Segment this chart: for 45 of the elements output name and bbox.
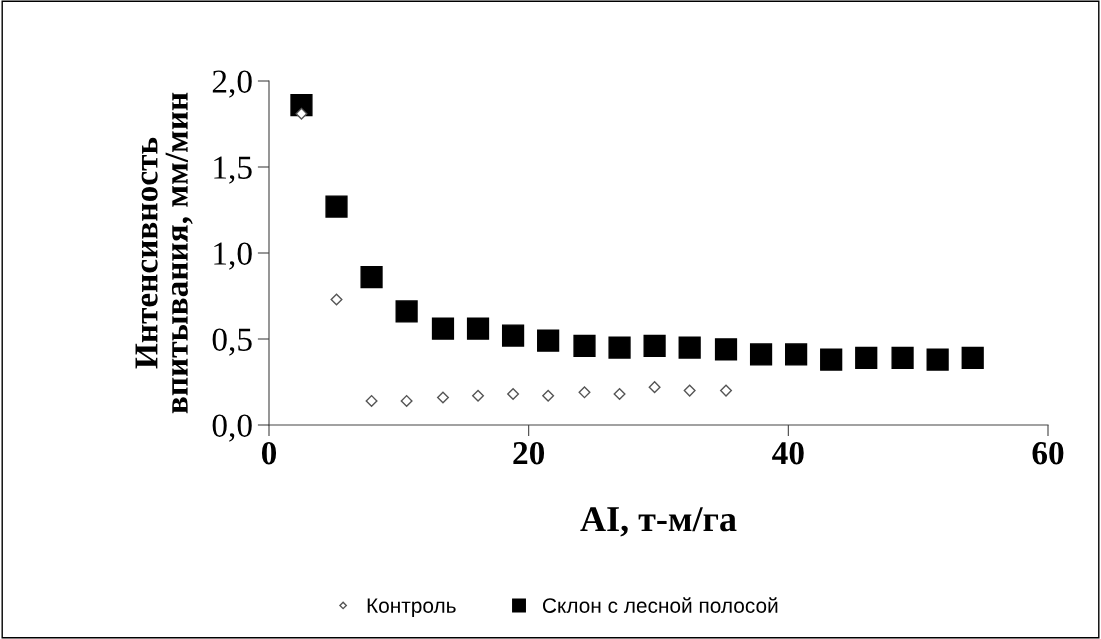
x-tick-label: 20 xyxy=(513,441,545,465)
point xyxy=(360,265,383,289)
point xyxy=(961,346,984,370)
legend-label: Склон с лесной полосой xyxy=(542,597,778,613)
point xyxy=(466,317,490,340)
point xyxy=(855,346,878,370)
y-tick-label: 2,0 xyxy=(212,70,252,98)
point xyxy=(820,348,843,371)
x-axis-title: AI, т-м/га xyxy=(580,507,737,537)
point xyxy=(648,381,661,394)
point xyxy=(395,300,418,323)
point xyxy=(613,388,626,401)
point xyxy=(330,293,343,306)
point xyxy=(926,348,949,371)
point xyxy=(295,107,308,120)
point xyxy=(578,386,591,399)
x-tick-label: 40 xyxy=(772,441,804,465)
point xyxy=(678,336,701,359)
point xyxy=(573,334,596,357)
point xyxy=(608,336,631,359)
point xyxy=(714,338,738,361)
y-tick-label: 0,5 xyxy=(212,328,252,356)
y-axis-title: Интенсивность впитывания, мм/мин xyxy=(135,92,193,414)
point xyxy=(537,329,560,352)
point xyxy=(683,384,696,397)
point xyxy=(436,391,449,404)
point xyxy=(749,343,773,366)
y-tick-label: 1,5 xyxy=(214,156,252,184)
x-tick-label: 60 xyxy=(1032,441,1064,465)
point xyxy=(400,394,413,407)
point xyxy=(720,384,733,397)
y-tick-label: 1,0 xyxy=(214,242,252,270)
point xyxy=(472,389,485,402)
point xyxy=(431,317,455,340)
point xyxy=(507,388,520,401)
point xyxy=(643,334,666,357)
point xyxy=(501,324,525,347)
x-tick-label: 0 xyxy=(261,441,277,465)
point xyxy=(785,343,808,366)
y-tick-label: 0,0 xyxy=(212,414,252,442)
point xyxy=(325,195,348,218)
point xyxy=(365,394,378,407)
point xyxy=(542,389,555,402)
point xyxy=(891,346,914,370)
legend-label: Контроль xyxy=(367,598,456,618)
